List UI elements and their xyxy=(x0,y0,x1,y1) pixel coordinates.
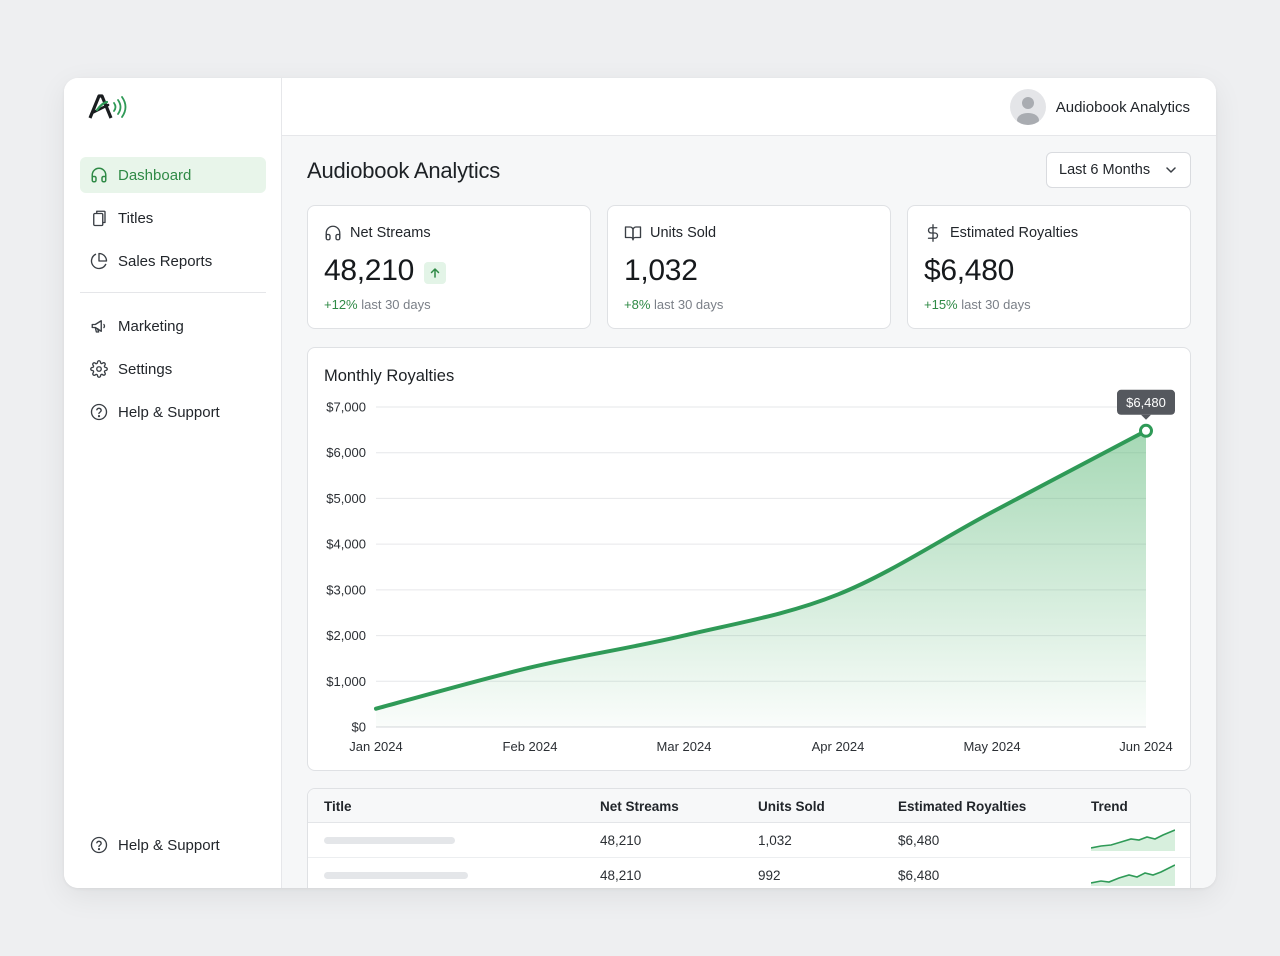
x-tick-label: Feb 2024 xyxy=(503,739,558,754)
kpi-label: Estimated Royalties xyxy=(924,224,1078,242)
sidebar-item-label: Dashboard xyxy=(118,166,192,184)
y-tick-label: $4,000 xyxy=(326,537,366,552)
sidebar-item-label: Help & Support xyxy=(118,836,220,854)
table-row[interactable]: 48,210 1,032 $6,480 xyxy=(308,823,1190,858)
title-placeholder xyxy=(324,872,468,879)
headphones-icon xyxy=(325,225,341,241)
data-point[interactable] xyxy=(1139,423,1153,438)
chart-title: Monthly Royalties xyxy=(324,367,455,385)
sidebar-item-label: Settings xyxy=(118,360,173,378)
gear-icon xyxy=(90,360,108,378)
book-open-icon xyxy=(624,226,642,241)
column-header-estimated-royalties[interactable]: Estimated Royalties xyxy=(898,799,1027,814)
y-tick-label: $2,000 xyxy=(326,628,366,643)
kpi-card-units-sold: Units Sold 1,032 +8% last 30 days xyxy=(607,205,891,329)
sidebar-item-help-support[interactable]: Help & Support xyxy=(80,394,266,430)
kpi-label: Units Sold xyxy=(624,224,716,242)
cell-net-streams: 48,210 xyxy=(600,833,642,848)
cell-estimated-royalties: $6,480 xyxy=(898,868,940,883)
sidebar-item-dashboard[interactable]: Dashboard xyxy=(80,157,266,193)
chart-area-fill xyxy=(376,430,1146,727)
x-tick-label: Apr 2024 xyxy=(812,739,865,754)
help-circle-icon xyxy=(90,403,108,421)
user-silhouette-icon xyxy=(1016,97,1039,125)
arrow-up-icon xyxy=(430,268,440,278)
tooltip-box xyxy=(1117,389,1175,415)
y-tick-label: $0 xyxy=(352,720,366,735)
royalties-area-chart: $0 $1,000 $2,000 $3,000 $4,000 $5,000 $6,000 $7… xyxy=(326,389,1175,754)
sidebar-item-label: Titles xyxy=(118,209,154,227)
column-header-trend: Trend xyxy=(1091,799,1128,814)
tooltip-value: $6,480 xyxy=(1126,395,1166,410)
monthly-royalties-chart-card: Monthly Royalties $0 $1,000 $2,000 $3,000 $4… xyxy=(307,347,1191,771)
kpi-value: 48,210 xyxy=(324,254,414,287)
kpi-card-net-streams: Net Streams 48,210 +12% last 30 days xyxy=(307,205,591,329)
avatar[interactable] xyxy=(1009,89,1046,125)
column-header-units-sold[interactable]: Units Sold xyxy=(758,799,825,814)
copy-icon xyxy=(90,209,108,227)
user-menu[interactable]: Audiobook Analytics xyxy=(1009,88,1190,126)
user-name: Audiobook Analytics xyxy=(1055,98,1190,116)
topbar: Audiobook Analytics xyxy=(282,78,1216,136)
trend-up-badge xyxy=(424,262,446,284)
title-placeholder xyxy=(324,837,455,844)
trend-sparkline xyxy=(1091,829,1175,851)
kpi-value: $6,480 xyxy=(924,254,1014,287)
kpi-card-estimated-royalties: Estimated Royalties $6,480 +15% last 30 … xyxy=(907,205,1191,329)
sidebar-item-label: Marketing xyxy=(118,317,184,335)
x-tick-label: May 2024 xyxy=(963,739,1020,754)
period-value: Last 6 Months xyxy=(1059,162,1151,178)
megaphone-icon xyxy=(90,317,108,335)
period-dropdown[interactable]: Last 6 Months xyxy=(1046,152,1191,188)
app-window: Dashboard Titles Sales Reports Marketi xyxy=(64,78,1216,888)
sidebar-item-label: Help & Support xyxy=(118,403,220,421)
tooltip-pointer xyxy=(1141,414,1151,420)
page-title: Audiobook Analytics xyxy=(307,158,501,183)
x-tick-label: Mar 2024 xyxy=(657,739,712,754)
kpi-delta: +8% last 30 days xyxy=(624,297,724,312)
nav-divider xyxy=(80,292,266,293)
dollar-icon xyxy=(927,224,939,242)
cell-estimated-royalties: $6,480 xyxy=(898,833,940,848)
x-tick-label: Jun 2024 xyxy=(1119,739,1173,754)
kpi-delta: +12% last 30 days xyxy=(324,297,431,312)
logo-icon xyxy=(88,94,127,119)
sidebar-bottom: Help & Support xyxy=(80,827,266,870)
sidebar-nav: Dashboard Titles Sales Reports Marketi xyxy=(80,157,266,437)
chevron-down-icon xyxy=(1166,167,1176,173)
sidebar-item-sales-reports[interactable]: Sales Reports xyxy=(80,243,266,279)
help-circle-icon xyxy=(90,836,108,854)
table-row[interactable]: 48,210 992 $6,480 xyxy=(308,858,1190,888)
pie-chart-icon xyxy=(90,252,108,270)
table-header: Title Net Streams Units Sold Estimated R… xyxy=(308,789,1190,823)
kpi-delta: +15% last 30 days xyxy=(924,297,1031,312)
sidebar-item-marketing[interactable]: Marketing xyxy=(80,308,266,344)
kpi-label: Net Streams xyxy=(324,224,431,242)
kpi-value: 1,032 xyxy=(624,254,698,287)
column-header-net-streams[interactable]: Net Streams xyxy=(600,799,679,814)
sidebar-item-label: Sales Reports xyxy=(118,252,213,270)
trend-sparkline xyxy=(1091,864,1175,886)
y-tick-label: $7,000 xyxy=(326,400,366,415)
headphones-icon xyxy=(90,166,108,184)
cell-units-sold: 992 xyxy=(758,868,781,883)
y-tick-label: $6,000 xyxy=(326,445,366,460)
sidebar: Dashboard Titles Sales Reports Marketi xyxy=(64,78,282,888)
titles-table: Title Net Streams Units Sold Estimated R… xyxy=(307,788,1191,888)
x-tick-label: Jan 2024 xyxy=(349,739,403,754)
column-header-title[interactable]: Title xyxy=(324,799,352,814)
sidebar-item-help-support-bottom[interactable]: Help & Support xyxy=(80,827,266,863)
sidebar-item-settings[interactable]: Settings xyxy=(80,351,266,387)
cell-units-sold: 1,032 xyxy=(758,833,792,848)
cell-net-streams: 48,210 xyxy=(600,868,642,883)
y-tick-label: $5,000 xyxy=(326,491,366,506)
chart-series-line xyxy=(374,428,1148,711)
y-tick-label: $3,000 xyxy=(326,582,366,597)
main-content: Audiobook Analytics Last 6 Months Net St… xyxy=(282,136,1216,888)
sidebar-item-titles[interactable]: Titles xyxy=(80,200,266,236)
y-tick-label: $1,000 xyxy=(326,674,366,689)
